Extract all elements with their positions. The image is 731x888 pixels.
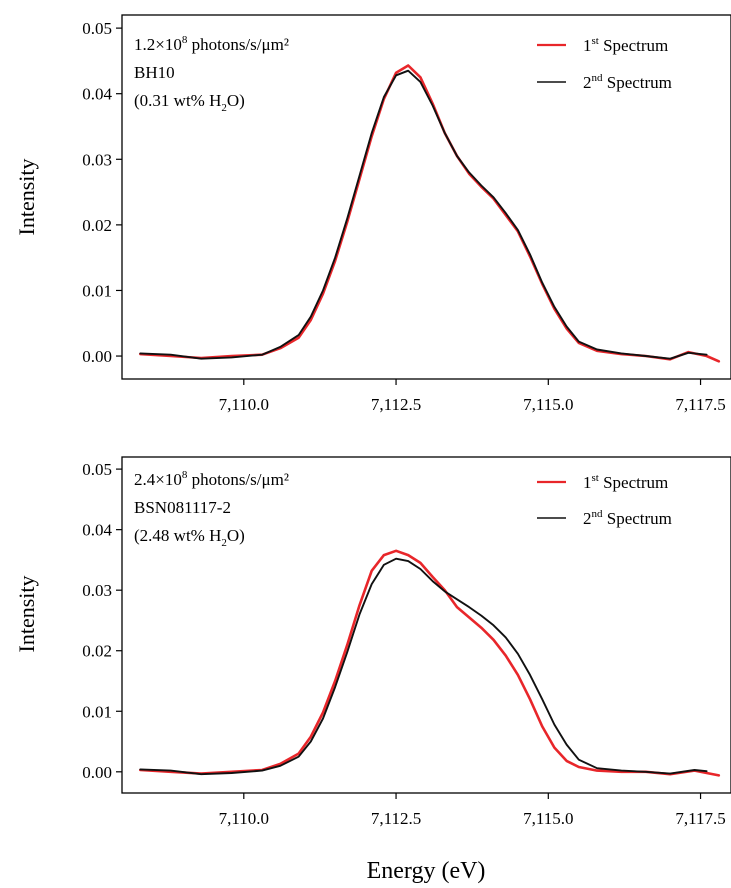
y-tick-label: 0.04 [82, 85, 112, 104]
y-axis-label: Intensity [14, 576, 39, 653]
legend-label-1st: 1st Spectrum [583, 35, 668, 55]
series-lines [139, 549, 721, 777]
series-lines [139, 64, 721, 363]
annotation-flux: 2.4×108 photons/s/μm² [134, 469, 289, 489]
x-axis-label: Energy (eV) [367, 858, 486, 884]
series-line-1st-spectrum [139, 549, 721, 777]
y-tick-label: 0.02 [82, 216, 112, 235]
x-axis: 7,110.0 7,112.5 7,115.0 7,117.5 [219, 793, 726, 828]
annotation-water: (0.31 wt% H2O) [134, 91, 245, 114]
annotation-flux: 1.2×108 photons/s/μm² [134, 34, 289, 54]
x-tick-label: 7,117.5 [675, 809, 725, 828]
annotation-sample: BH10 [134, 63, 175, 82]
plot-frame [121, 456, 731, 794]
y-tick-label: 0.00 [82, 347, 112, 366]
legend: 1st Spectrum 2nd Spectrum [537, 472, 672, 528]
y-axis: 0.00 0.01 0.02 0.03 0.04 0.05 [82, 19, 122, 366]
x-tick-label: 7,110.0 [219, 809, 269, 828]
legend-label-2nd: 2nd Spectrum [583, 72, 672, 92]
x-axis: 7,110.0 7,112.5 7,115.0 7,117.5 [219, 379, 726, 414]
chart-panel-top: 0.000.010.020.030.040.05 7,110.0 7,112.5 7… [14, 14, 731, 414]
x-tick-label: 7,115.0 [523, 809, 573, 828]
y-tick-label: 0.04 [82, 521, 112, 540]
y-axis: 0.00 0.01 0.02 0.03 0.04 0.05 [82, 460, 122, 782]
x-tick-label: 7,110.0 [219, 395, 269, 414]
plot-frame [121, 14, 731, 380]
y-tick-label: 0.00 [82, 763, 112, 782]
x-tick-label: 7,115.0 [523, 395, 573, 414]
x-tick-label: 7,117.5 [675, 395, 725, 414]
chart-panel-bottom: 0.000.010.020.030.040.05 7,110.0 7,112.5 7… [14, 456, 731, 828]
annotation-sample: BSN081117-2 [134, 498, 231, 517]
y-tick-label: 0.03 [82, 150, 112, 169]
y-tick-label: 0.01 [82, 702, 112, 721]
legend-label-2nd: 2nd Spectrum [583, 508, 672, 528]
legend: 1st Spectrum 2nd Spectrum [537, 35, 672, 92]
y-tick-label: 0.05 [82, 19, 112, 38]
y-axis-label: Intensity [14, 159, 39, 236]
x-tick-label: 7,112.5 [371, 809, 421, 828]
series-line-2nd-spectrum [139, 69, 708, 360]
y-tick-label: 0.03 [82, 581, 112, 600]
y-tick-label: 0.02 [82, 642, 112, 661]
legend-label-1st: 1st Spectrum [583, 472, 668, 492]
y-tick-label: 0.01 [82, 281, 112, 300]
series-line-2nd-spectrum [139, 557, 708, 776]
x-tick-label: 7,112.5 [371, 395, 421, 414]
y-tick-label: 0.05 [82, 460, 112, 479]
annotation-water: (2.48 wt% H2O) [134, 526, 245, 549]
